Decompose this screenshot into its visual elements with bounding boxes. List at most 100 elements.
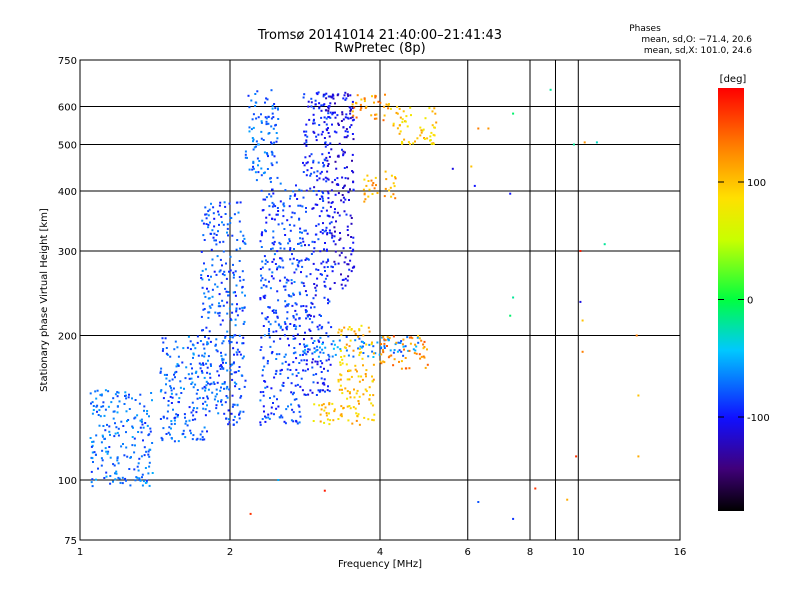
data-point	[208, 311, 211, 314]
data-point	[159, 370, 162, 373]
data-point	[228, 388, 231, 391]
data-point	[324, 145, 327, 148]
data-point	[131, 397, 133, 400]
data-point	[337, 124, 340, 126]
data-point	[160, 389, 163, 392]
data-point	[327, 298, 330, 301]
data-point	[248, 168, 251, 171]
data-point	[312, 161, 315, 164]
data-point	[351, 159, 353, 162]
data-point	[215, 239, 217, 242]
data-point	[317, 269, 320, 271]
data-point	[164, 337, 167, 340]
data-point	[382, 351, 385, 354]
data-point	[174, 416, 177, 419]
data-point	[284, 422, 287, 425]
data-point	[255, 101, 258, 104]
data-point	[328, 423, 331, 426]
data-point	[399, 116, 402, 119]
data-point	[307, 315, 309, 318]
data-point	[426, 348, 428, 351]
data-point	[299, 415, 302, 418]
data-point	[173, 422, 176, 425]
data-point	[327, 358, 330, 361]
data-point	[362, 341, 364, 344]
data-point	[351, 110, 354, 113]
data-point	[298, 421, 301, 424]
data-point	[282, 266, 285, 269]
data-point	[355, 419, 358, 422]
data-point	[342, 150, 345, 153]
data-point	[304, 331, 306, 334]
data-point	[377, 100, 380, 103]
data-point	[103, 477, 106, 479]
data-point	[375, 184, 377, 187]
data-point	[318, 106, 321, 109]
data-point	[207, 382, 209, 385]
data-point	[320, 104, 323, 107]
data-point	[402, 110, 405, 113]
data-point	[133, 437, 136, 440]
data-point	[271, 247, 274, 250]
data-point	[322, 260, 325, 263]
data-point	[319, 420, 322, 423]
data-point	[205, 217, 208, 220]
data-point	[206, 371, 209, 374]
data-point	[242, 323, 245, 325]
data-point	[222, 304, 225, 307]
data-point	[255, 117, 258, 120]
data-point	[361, 357, 364, 360]
data-point	[336, 94, 339, 97]
data-point	[316, 93, 319, 96]
data-point	[404, 120, 407, 123]
data-point	[280, 414, 283, 417]
data-point	[279, 325, 282, 328]
data-point	[99, 415, 102, 418]
data-point	[300, 259, 303, 262]
data-point	[249, 512, 252, 515]
data-point	[275, 369, 278, 372]
data-point	[345, 363, 348, 366]
data-point	[268, 205, 271, 208]
data-point	[248, 106, 251, 109]
data-point	[343, 184, 346, 187]
data-point	[270, 162, 273, 165]
data-point	[176, 363, 179, 366]
data-point	[325, 92, 328, 95]
data-point	[299, 237, 302, 240]
data-point	[328, 222, 331, 225]
data-point	[226, 312, 229, 315]
data-point	[261, 374, 264, 377]
data-point	[119, 481, 122, 484]
data-point	[428, 107, 431, 110]
data-point	[275, 140, 278, 143]
data-point	[251, 168, 254, 171]
data-point	[203, 355, 206, 358]
data-point	[288, 223, 291, 226]
data-point	[260, 274, 263, 277]
data-point	[273, 395, 276, 398]
data-point	[299, 204, 302, 207]
data-point	[235, 341, 238, 344]
data-point	[313, 347, 316, 350]
data-point	[279, 200, 282, 203]
data-point	[115, 470, 118, 473]
data-point	[244, 242, 247, 245]
data-point	[340, 374, 343, 377]
data-point	[181, 361, 184, 364]
data-point	[310, 337, 313, 340]
data-point	[264, 116, 267, 119]
data-point	[343, 94, 346, 97]
data-point	[265, 221, 268, 224]
data-point	[115, 426, 118, 429]
data-point	[144, 482, 147, 484]
data-point	[270, 387, 273, 390]
data-point	[207, 223, 210, 226]
data-point	[339, 378, 342, 381]
data-point	[315, 139, 318, 142]
data-point	[281, 362, 284, 365]
data-point	[353, 396, 356, 399]
data-point	[352, 138, 355, 141]
data-point	[243, 237, 246, 240]
data-point	[317, 133, 320, 136]
